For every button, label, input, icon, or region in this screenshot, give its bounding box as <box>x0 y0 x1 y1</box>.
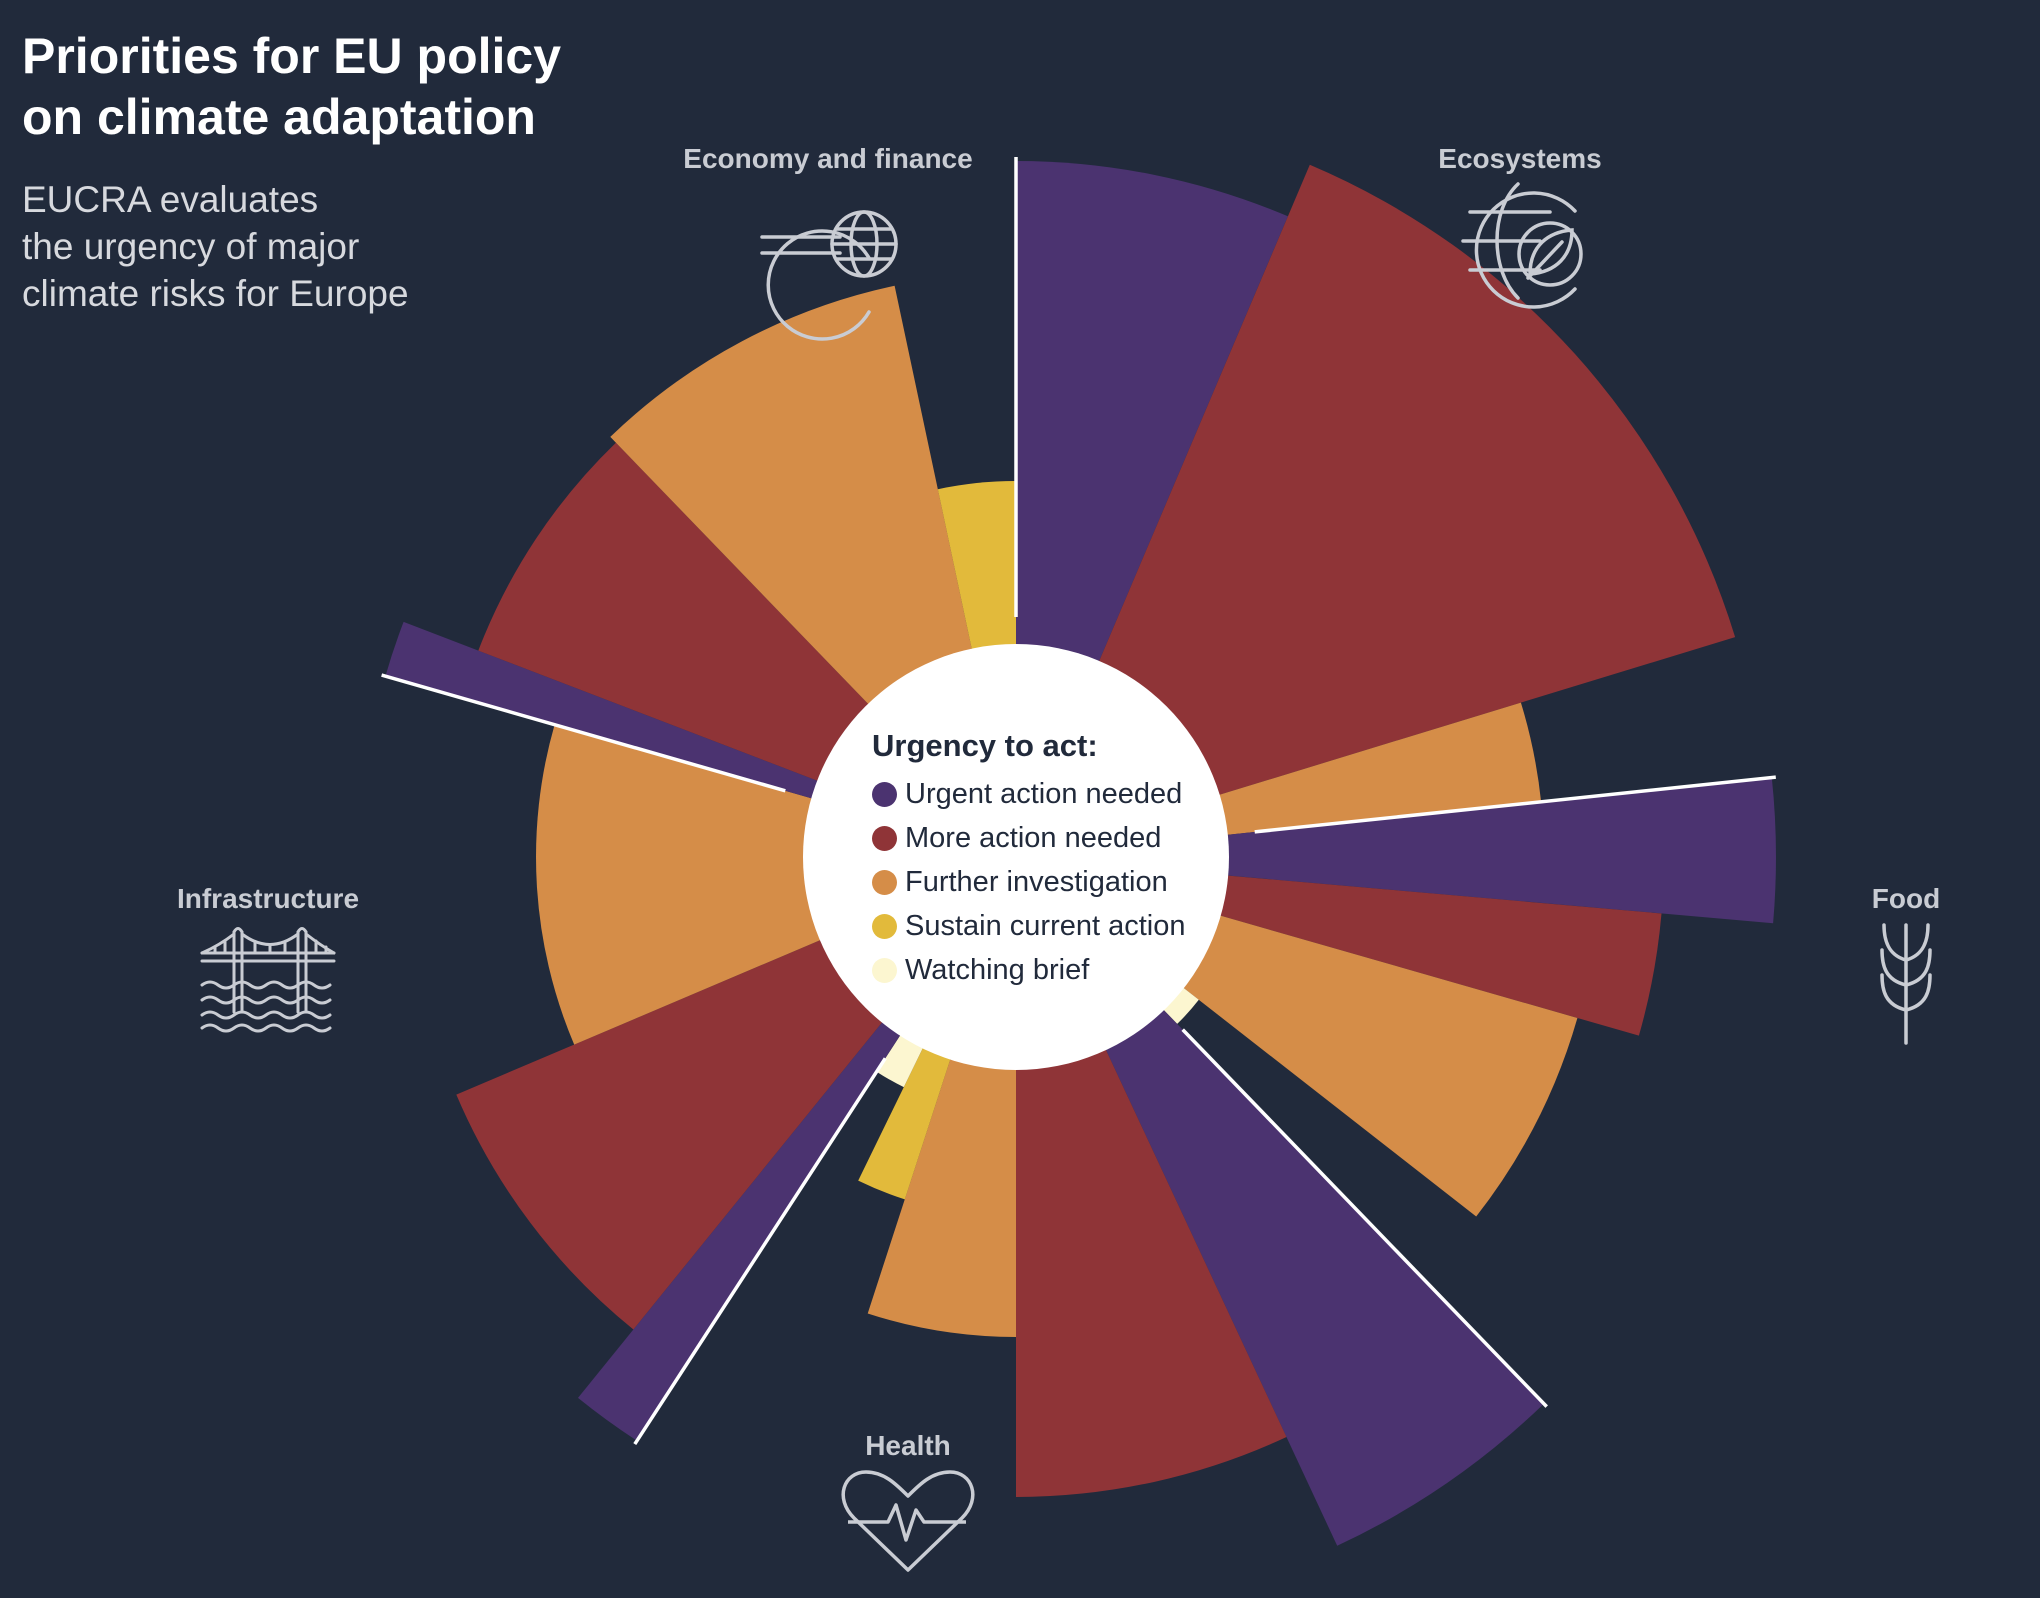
category-separator-line <box>1181 1028 1548 1408</box>
legend-item-watching: Watching brief <box>872 948 1185 992</box>
legend-swatch <box>872 869 897 895</box>
category-label-food: Food <box>1871 883 1941 914</box>
legend-swatch <box>872 913 897 939</box>
category-label-infrastructure: Infrastructure <box>176 883 360 914</box>
legend-label: Sustain current action <box>905 909 1186 942</box>
heart-pulse-icon <box>841 1470 975 1572</box>
category-label-economy: Economy and finance <box>683 143 973 174</box>
sector-health-urgent-action-needed <box>1016 857 1544 1546</box>
legend-swatch <box>872 957 897 983</box>
category-separator-line <box>1254 775 1776 834</box>
legend-item-more: More action needed <box>872 816 1185 860</box>
category-label-ecosystems: Ecosystems <box>1438 143 1602 174</box>
legend-label: More action needed <box>905 821 1162 854</box>
subtitle-line-3: climate risks for Europe <box>22 273 409 314</box>
globe-leaf-icon <box>1461 182 1583 309</box>
legend-swatch <box>872 825 897 851</box>
sector-infrastructure-further-investigation <box>536 724 1016 1045</box>
subtitle-line-2: the urgency of major <box>22 226 360 267</box>
wheat-icon <box>1880 923 1932 1045</box>
category-separator-line <box>633 1057 887 1446</box>
legend-label: Further investigation <box>905 865 1168 898</box>
category-separator-line <box>381 673 786 793</box>
chart-title: Priorities for EU policy on climate adap… <box>22 26 662 148</box>
legend-item-urgent: Urgent action needed <box>872 772 1185 816</box>
legend: Urgency to act: Urgent action needed Mor… <box>872 728 1185 992</box>
bridge-water-icon <box>200 927 336 1033</box>
legend-title: Urgency to act: <box>872 728 1098 763</box>
sector-ecosystems-more-action-needed <box>1016 164 1736 858</box>
legend-label: Watching brief <box>905 953 1090 986</box>
legend-item-further: Further investigation <box>872 860 1185 904</box>
chart-title-line-1: Priorities for EU policy <box>22 28 562 84</box>
legend-label: Urgent action needed <box>905 777 1183 810</box>
center-circle <box>803 644 1229 1070</box>
legend-swatch <box>872 781 897 807</box>
sector-food-urgent-action-needed <box>1016 777 1776 924</box>
chart-title-line-2: on climate adaptation <box>22 89 536 145</box>
category-label-health: Health <box>865 1430 951 1461</box>
category-separators <box>381 157 1776 1446</box>
chart-subtitle: EUCRA evaluates the urgency of major cli… <box>22 176 542 317</box>
legend-item-sustain: Sustain current action <box>872 904 1185 948</box>
euro-globe-icon <box>760 210 898 341</box>
subtitle-line-1: EUCRA evaluates <box>22 179 319 220</box>
